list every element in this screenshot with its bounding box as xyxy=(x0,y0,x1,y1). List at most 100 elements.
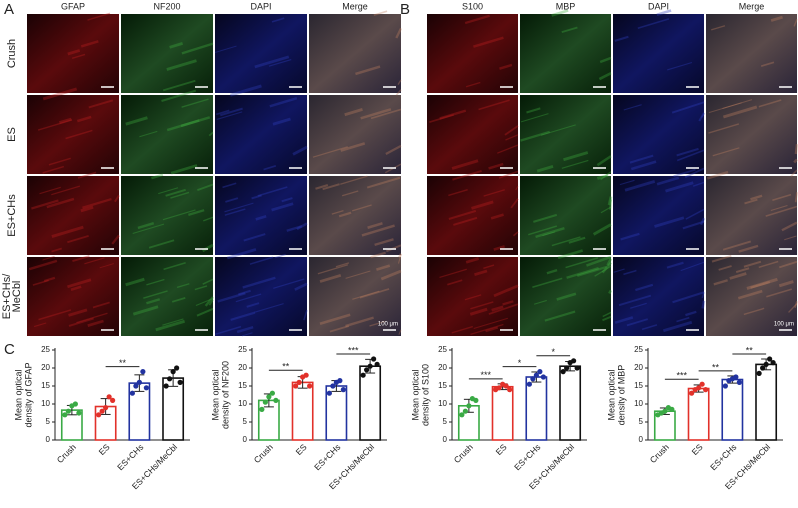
texture xyxy=(369,320,386,327)
texture xyxy=(398,253,403,258)
texture xyxy=(526,107,541,114)
texture xyxy=(682,220,705,230)
texture xyxy=(737,289,763,300)
data-point xyxy=(269,390,275,396)
micrograph xyxy=(27,95,119,174)
texture xyxy=(254,55,290,69)
texture xyxy=(701,300,706,309)
texture xyxy=(359,288,390,299)
micrograph xyxy=(706,95,797,174)
texture xyxy=(470,323,504,335)
x-tick-label: Crush xyxy=(452,442,475,465)
texture xyxy=(114,194,120,203)
significance-label: * xyxy=(518,358,522,368)
data-point xyxy=(760,365,766,371)
texture xyxy=(169,42,183,49)
x-tick-label: ES xyxy=(97,442,112,457)
texture xyxy=(671,101,705,114)
texture xyxy=(80,205,94,213)
texture xyxy=(744,198,758,205)
texture xyxy=(499,63,513,70)
texture xyxy=(712,147,740,157)
texture xyxy=(698,112,705,122)
data-point xyxy=(96,412,102,418)
data-point xyxy=(72,401,78,407)
y-tick-label: 0 xyxy=(243,435,248,444)
texture xyxy=(609,199,613,210)
texture xyxy=(367,222,383,229)
texture xyxy=(255,215,267,221)
micrograph xyxy=(121,95,213,174)
texture xyxy=(561,159,589,169)
data-point xyxy=(177,379,183,385)
texture xyxy=(556,292,577,301)
data-point xyxy=(507,387,513,393)
texture xyxy=(345,316,374,328)
data-point xyxy=(571,358,577,364)
significance-label: *** xyxy=(480,370,491,380)
texture xyxy=(794,143,798,155)
texture xyxy=(355,65,381,76)
data-point xyxy=(473,397,479,403)
x-tick-label: ES+CHs xyxy=(115,442,145,472)
column-header: MBP xyxy=(556,1,576,11)
data-point xyxy=(337,378,343,384)
y-axis-label: density of NF200 xyxy=(220,361,230,429)
texture xyxy=(111,234,120,245)
data-point xyxy=(106,394,112,400)
texture xyxy=(51,185,81,196)
texture xyxy=(315,184,329,190)
texture xyxy=(528,225,558,236)
texture xyxy=(602,311,612,318)
texture xyxy=(385,144,402,155)
texture xyxy=(42,87,78,101)
y-tick-label: 10 xyxy=(41,399,50,408)
y-tick-label: 15 xyxy=(438,381,447,390)
texture xyxy=(700,113,705,118)
texture xyxy=(238,289,251,296)
texture xyxy=(465,81,481,88)
column-header: S100 xyxy=(462,1,483,11)
y-tick-label: 25 xyxy=(634,345,643,354)
texture xyxy=(598,72,612,81)
y-tick-label: 5 xyxy=(243,417,248,426)
column-header: DAPI xyxy=(250,1,271,11)
micrograph xyxy=(121,14,213,93)
texture xyxy=(370,251,386,259)
column-header: GFAP xyxy=(61,1,85,11)
data-point xyxy=(170,369,176,375)
texture xyxy=(735,267,750,274)
texture xyxy=(376,264,391,271)
data-point xyxy=(143,385,149,391)
y-axis-label: density of MBP xyxy=(616,365,626,426)
texture xyxy=(493,245,505,251)
texture xyxy=(601,261,612,274)
y-tick-label: 10 xyxy=(634,399,643,408)
texture xyxy=(32,279,49,286)
row-label: ES+CHs/ xyxy=(1,273,13,319)
texture xyxy=(249,256,274,265)
texture xyxy=(784,235,797,241)
texture xyxy=(722,240,752,251)
texture xyxy=(673,168,696,178)
texture xyxy=(281,197,293,203)
texture xyxy=(163,261,186,271)
micrograph xyxy=(613,14,704,93)
micrograph xyxy=(121,257,213,336)
texture xyxy=(600,206,612,214)
texture xyxy=(515,185,519,191)
data-point xyxy=(303,372,309,378)
texture xyxy=(619,179,635,186)
x-tick-label: ES xyxy=(294,442,309,457)
scale-label: 100 μm xyxy=(378,322,398,328)
texture xyxy=(242,276,276,289)
texture xyxy=(275,253,286,259)
texture xyxy=(195,297,214,307)
significance-label: *** xyxy=(348,345,359,355)
row-label: ES+CHs xyxy=(6,194,18,237)
texture xyxy=(729,272,747,280)
texture xyxy=(451,159,479,170)
column-header: Merge xyxy=(739,1,765,11)
texture xyxy=(488,162,504,170)
micrograph xyxy=(27,257,119,336)
